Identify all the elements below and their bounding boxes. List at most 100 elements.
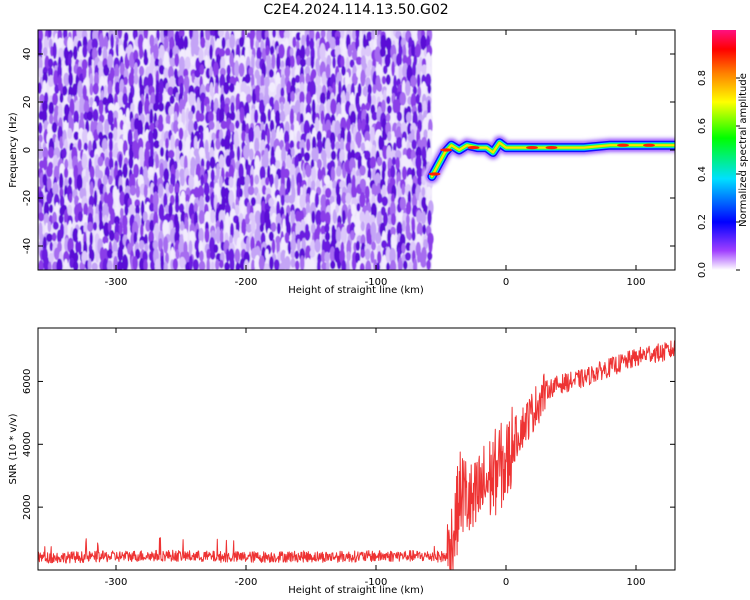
noise-speckle xyxy=(285,154,292,169)
noise-speckle xyxy=(157,121,164,132)
noise-speckle xyxy=(57,37,64,48)
noise-speckle xyxy=(412,60,417,78)
noise-speckle xyxy=(118,44,124,61)
noise-speckle xyxy=(114,206,121,215)
noise-speckle xyxy=(359,262,365,270)
noise-speckle xyxy=(108,150,113,160)
noise-speckle xyxy=(218,154,225,170)
noise-speckle xyxy=(73,45,78,60)
noise-speckle xyxy=(389,260,397,270)
noise-speckle xyxy=(224,261,230,270)
noise-speckle xyxy=(185,201,190,216)
noise-speckle xyxy=(169,95,175,105)
noise-speckle xyxy=(320,210,326,223)
noise-speckle xyxy=(38,82,42,94)
noise-speckle xyxy=(264,76,270,88)
noise-speckle xyxy=(139,65,145,77)
noise-speckle xyxy=(269,82,276,93)
noise-speckle xyxy=(357,119,362,132)
noise-speckle xyxy=(110,122,114,132)
noise-speckle xyxy=(154,222,160,239)
noise-speckle xyxy=(403,260,408,270)
noise-speckle xyxy=(289,163,296,178)
noise-speckle xyxy=(296,140,301,150)
noise-speckle xyxy=(55,202,59,215)
noise-speckle xyxy=(256,74,262,87)
noise-speckle xyxy=(401,243,406,254)
y-tick-label: 2000 xyxy=(22,494,33,519)
noise-speckle xyxy=(254,227,261,244)
noise-speckle xyxy=(132,256,138,270)
noise-speckle xyxy=(290,147,295,157)
noise-speckle xyxy=(391,113,395,124)
noise-speckle xyxy=(219,67,226,77)
noise-speckle xyxy=(173,120,179,135)
noise-speckle xyxy=(290,91,295,103)
noise-speckle xyxy=(107,260,113,270)
noise-speckle xyxy=(272,30,276,38)
noise-speckle xyxy=(254,137,260,154)
noise-speckle xyxy=(279,95,286,105)
noise-speckle xyxy=(122,122,127,134)
noise-speckle xyxy=(319,92,326,105)
noise-speckle xyxy=(140,223,144,238)
noise-speckle xyxy=(204,228,210,243)
noise-speckle xyxy=(119,119,124,131)
x-tick-label: -300 xyxy=(105,577,128,588)
noise-speckle xyxy=(314,239,321,253)
noise-speckle xyxy=(179,35,185,54)
noise-speckle xyxy=(59,172,64,191)
colorbar: 0.0 0.2 0.4 0.6 0.8 Normalized spectral ampl… xyxy=(697,30,749,278)
noise-speckle xyxy=(323,174,331,185)
ridge-peak xyxy=(526,146,538,150)
noise-speckle xyxy=(422,224,427,235)
noise-speckle xyxy=(365,260,372,270)
noise-speckle xyxy=(193,202,198,213)
colorbar-tick-label: 0.6 xyxy=(697,118,708,134)
noise-speckle xyxy=(258,255,265,270)
ridge-peak xyxy=(440,148,453,152)
noise-speckle xyxy=(192,259,199,270)
colorbar-gradient xyxy=(712,30,736,270)
noise-speckle xyxy=(334,120,341,138)
noise-speckle xyxy=(315,146,319,163)
noise-speckle xyxy=(339,149,345,163)
noise-speckle xyxy=(165,149,170,163)
noise-speckle xyxy=(265,45,270,57)
noise-speckle xyxy=(244,73,251,84)
noise-speckle xyxy=(235,204,240,216)
noise-speckle xyxy=(276,237,280,255)
noise-speckle xyxy=(351,203,356,216)
noise-speckle xyxy=(238,62,245,77)
noise-speckle xyxy=(123,76,128,86)
noise-speckle xyxy=(225,248,230,263)
noise-speckle xyxy=(230,111,236,121)
noise-speckle xyxy=(168,65,174,80)
noise-speckle xyxy=(226,64,231,77)
noise-speckle xyxy=(305,193,311,206)
noise-speckle xyxy=(170,134,175,151)
noise-speckle xyxy=(274,110,281,125)
noise-speckle xyxy=(381,99,386,114)
noise-speckle xyxy=(336,193,342,207)
noise-speckle xyxy=(76,174,83,192)
noise-speckle xyxy=(399,92,407,106)
noise-speckle xyxy=(330,98,337,115)
noise-speckle xyxy=(259,92,264,102)
noise-speckle xyxy=(341,259,347,270)
noise-speckle xyxy=(133,145,140,162)
y-tick-label: -20 xyxy=(22,190,33,206)
noise-speckle xyxy=(351,256,357,270)
x-tick-label: -300 xyxy=(105,277,128,288)
noise-speckle xyxy=(299,255,305,270)
snr-plot-area xyxy=(38,328,675,570)
noise-speckle xyxy=(184,56,191,71)
noise-speckle xyxy=(396,221,403,237)
noise-speckle xyxy=(425,73,432,88)
noise-speckle xyxy=(250,197,256,207)
noise-speckle xyxy=(239,107,245,124)
colorbar-tick-label: 0.0 xyxy=(697,262,708,278)
noise-speckle xyxy=(250,174,254,188)
x-tick-label: -100 xyxy=(365,577,388,588)
noise-speckle xyxy=(219,107,225,124)
